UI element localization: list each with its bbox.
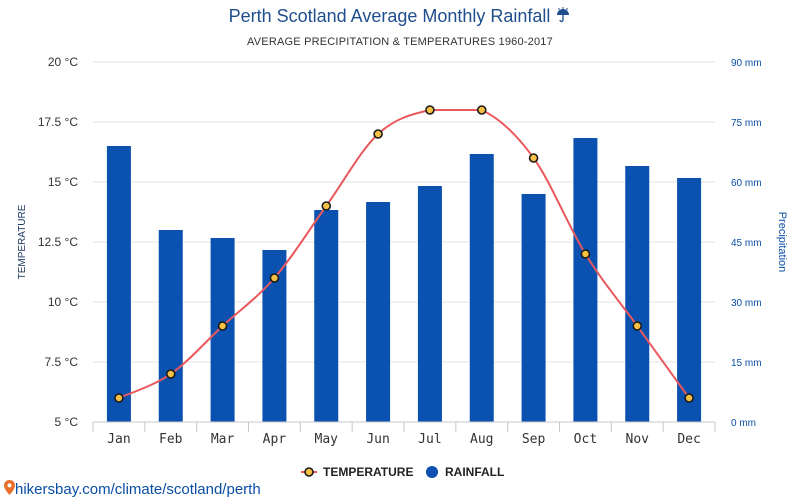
y-left-tick-label: 15 °C — [48, 175, 78, 189]
x-tick-label: Jul — [418, 432, 441, 447]
temperature-point — [684, 393, 694, 403]
legend-temperature-label: TEMPERATURE — [323, 465, 413, 479]
temperature-point — [114, 393, 124, 403]
x-tick-label: Apr — [263, 432, 287, 447]
y-right-tick-label: 75 mm — [731, 118, 762, 129]
temperature-point — [632, 321, 643, 331]
chart-title: Perth Scotland Average Monthly Rainfall — [0, 6, 800, 27]
x-tick-label: Dec — [677, 432, 700, 447]
rainfall-bar — [158, 230, 183, 422]
x-tick-label: Aug — [470, 432, 493, 447]
marker-layer — [114, 105, 694, 403]
temperature-point — [425, 105, 435, 115]
x-tick-label: Nov — [626, 432, 650, 447]
x-tick-label: Feb — [159, 432, 183, 447]
y-left-tick-label: 17.5 °C — [38, 115, 78, 129]
y-left-tick-label: 10 °C — [48, 295, 78, 309]
bar-layer — [106, 138, 702, 422]
rainfall-bar — [625, 166, 650, 422]
location-pin-icon — [4, 480, 15, 495]
grid-layer — [93, 61, 715, 363]
x-tick-label: Jan — [107, 432, 130, 447]
line-layer — [118, 109, 690, 399]
y-left-tick-label: 5 °C — [55, 415, 79, 429]
x-tick-label: May — [315, 432, 339, 447]
umbrella-rain-icon — [557, 7, 570, 23]
rainfall-bar — [314, 210, 339, 422]
temperature-point — [165, 369, 176, 379]
axis-layer: 5 °C 7.5 °C 10 °C 12.5 °C 15 °C 17.5 °C 20 °C 0… — [17, 55, 788, 447]
rainfall-bar — [521, 194, 546, 422]
y-right-tick-label: 0 mm — [731, 418, 756, 429]
y-right-tick-label: 15 mm — [731, 358, 762, 369]
legend-rainfall-label: RAINFALL — [445, 465, 504, 479]
y-left-tick-label: 20 °C — [48, 55, 78, 69]
temperature-point — [476, 105, 487, 115]
x-tick-label: Mar — [211, 432, 235, 447]
rainfall-bar — [417, 186, 442, 422]
y-right-tick-label: 30 mm — [731, 298, 762, 309]
rainfall-bar — [677, 178, 702, 422]
y-left-tick-label: 7.5 °C — [45, 355, 79, 369]
y-left-axis-title: TEMPERATURE — [17, 204, 28, 279]
y-right-axis-title: Precipitation — [776, 212, 788, 273]
temperature-point — [528, 153, 539, 163]
temperature-point — [373, 129, 383, 139]
rainfall-bar — [469, 154, 494, 422]
x-tick-label: Jun — [366, 432, 389, 447]
y-right-tick-label: 90 mm — [731, 58, 762, 69]
chart-subtitle: AVERAGE PRECIPITATION & TEMPERATURES 196… — [247, 36, 553, 48]
x-tick-label: Sep — [522, 432, 546, 447]
temperature-line — [118, 109, 690, 399]
source-link[interactable]: hikersbay.com/climate/scotland/perth — [4, 480, 261, 498]
chart-title-text: Perth Scotland Average Monthly Rainfall — [228, 6, 551, 26]
legend-temperature-marker — [304, 467, 314, 477]
legend-rainfall-marker — [426, 466, 438, 478]
temperature-point — [321, 201, 332, 211]
rainfall-bar — [573, 138, 598, 422]
temperature-point — [217, 321, 228, 331]
legend-layer: TEMPERATURE RAINFALL — [301, 465, 504, 479]
y-right-tick-label: 60 mm — [731, 178, 762, 189]
x-tick-label: Oct — [574, 432, 597, 447]
rainfall-bar — [106, 146, 131, 422]
source-text[interactable]: hikersbay.com/climate/scotland/perth — [15, 481, 261, 498]
temperature-point — [269, 273, 280, 283]
rainfall-bar — [366, 202, 391, 422]
temperature-point — [580, 249, 591, 259]
y-right-tick-label: 45 mm — [731, 238, 762, 249]
y-left-tick-label: 12.5 °C — [38, 235, 78, 249]
